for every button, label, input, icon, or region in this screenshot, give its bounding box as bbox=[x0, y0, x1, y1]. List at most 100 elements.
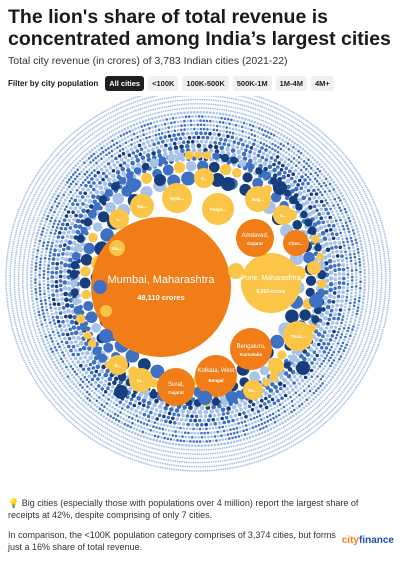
city-bubble bbox=[329, 392, 332, 395]
city-bubble bbox=[337, 146, 339, 149]
city-bubble bbox=[22, 282, 24, 285]
city-bubble bbox=[277, 122, 279, 124]
city-bubble bbox=[145, 136, 148, 140]
city-bubble bbox=[322, 367, 325, 370]
filter-100k-500k[interactable]: 100K-500K bbox=[182, 76, 229, 91]
city-bubble bbox=[55, 289, 59, 293]
city-bubble bbox=[376, 289, 378, 291]
city-bubble bbox=[317, 349, 322, 354]
city-bubble bbox=[294, 132, 297, 135]
city-bubble bbox=[53, 210, 56, 214]
city-bubble bbox=[101, 131, 103, 134]
city-bubble bbox=[266, 419, 270, 423]
city-bubble bbox=[319, 158, 322, 161]
city-bubble bbox=[326, 201, 329, 205]
city-bubble bbox=[113, 153, 116, 156]
city-bubble bbox=[177, 456, 179, 459]
city-bubble bbox=[272, 454, 274, 457]
city-bubble bbox=[69, 182, 73, 186]
city-bubble bbox=[248, 106, 250, 108]
city-bubble bbox=[367, 290, 370, 293]
city-bubble bbox=[175, 468, 178, 471]
filter-all-cities[interactable]: All cities bbox=[105, 76, 145, 91]
city-bubble bbox=[338, 148, 341, 151]
city-bubble bbox=[239, 99, 242, 102]
city-bubble bbox=[378, 307, 381, 310]
city-bubble bbox=[358, 317, 362, 320]
city-bubble bbox=[179, 469, 182, 472]
city-bubble bbox=[32, 348, 34, 351]
city-bubble bbox=[83, 172, 87, 176]
city-bubble bbox=[372, 316, 375, 318]
city-bubble bbox=[126, 135, 130, 139]
city-bubble bbox=[252, 111, 254, 114]
city-bubble bbox=[87, 435, 90, 438]
city-bubble bbox=[56, 298, 60, 302]
city-bubble bbox=[161, 458, 163, 460]
city-bubble bbox=[218, 120, 222, 124]
city-bubble bbox=[45, 198, 48, 200]
filter-1m-4m[interactable]: 1M-4M bbox=[275, 76, 307, 91]
city-bubble bbox=[173, 125, 177, 128]
city-bubble bbox=[78, 166, 82, 169]
city-bubble bbox=[252, 440, 254, 442]
city-bubble bbox=[344, 387, 347, 390]
city-bubble bbox=[309, 127, 312, 130]
city-bubble bbox=[143, 124, 146, 127]
city-bubble bbox=[74, 170, 77, 174]
city-bubble bbox=[265, 107, 268, 110]
city-bubble bbox=[190, 461, 192, 464]
city-bubble bbox=[208, 448, 210, 451]
city-bubble bbox=[48, 334, 52, 337]
city-bubble bbox=[378, 246, 380, 249]
city-bubble bbox=[53, 385, 56, 388]
city-bubble bbox=[198, 427, 202, 431]
city-bubble bbox=[346, 266, 349, 270]
city-bubble bbox=[78, 172, 81, 176]
city-bubble bbox=[197, 436, 200, 439]
city-bubble bbox=[144, 409, 149, 413]
city-bubble bbox=[333, 207, 337, 210]
city-bubble bbox=[211, 426, 215, 430]
city-bubble bbox=[171, 109, 174, 111]
city-bubble bbox=[261, 458, 264, 461]
city-bubble bbox=[353, 357, 356, 360]
city-bubble bbox=[57, 306, 62, 311]
city-bubble bbox=[60, 381, 63, 383]
city-bubble bbox=[98, 396, 101, 399]
city-bubble bbox=[351, 310, 355, 314]
city-bubble bbox=[66, 368, 70, 372]
city-bubble bbox=[329, 156, 332, 159]
city-bubble bbox=[122, 402, 126, 407]
city-bubble bbox=[54, 406, 56, 408]
city-bubble bbox=[386, 243, 388, 246]
city-bubble bbox=[19, 253, 22, 256]
city-bubble bbox=[306, 188, 311, 193]
city-bubble bbox=[186, 119, 189, 123]
city-bubble bbox=[25, 329, 27, 332]
city-bubble bbox=[101, 429, 103, 432]
city-bubble bbox=[36, 358, 39, 361]
city-bubble bbox=[270, 455, 272, 458]
city-bubble bbox=[132, 119, 135, 122]
city-bubble bbox=[365, 228, 367, 231]
city-bubble bbox=[151, 117, 154, 120]
city-bubble bbox=[126, 424, 130, 427]
filter-4m-plus[interactable]: 4M+ bbox=[310, 76, 334, 91]
city-bubble bbox=[22, 222, 24, 225]
city-bubble bbox=[295, 406, 299, 410]
city-bubble bbox=[113, 412, 117, 416]
city-bubble bbox=[368, 212, 371, 214]
city-bubble bbox=[226, 134, 230, 139]
city-bubble bbox=[188, 457, 191, 460]
filter-under-100k[interactable]: <100K bbox=[148, 76, 179, 91]
city-bubble bbox=[48, 156, 51, 158]
city-bubble bbox=[370, 254, 373, 257]
city-bubble bbox=[284, 140, 287, 144]
filter-500k-1m[interactable]: 500K-1M bbox=[232, 76, 272, 91]
city-bubble bbox=[118, 112, 121, 114]
city-bubble bbox=[372, 275, 375, 277]
city-bubble bbox=[15, 253, 17, 256]
city-bubble bbox=[6, 251, 9, 254]
city-bubble bbox=[56, 319, 61, 324]
